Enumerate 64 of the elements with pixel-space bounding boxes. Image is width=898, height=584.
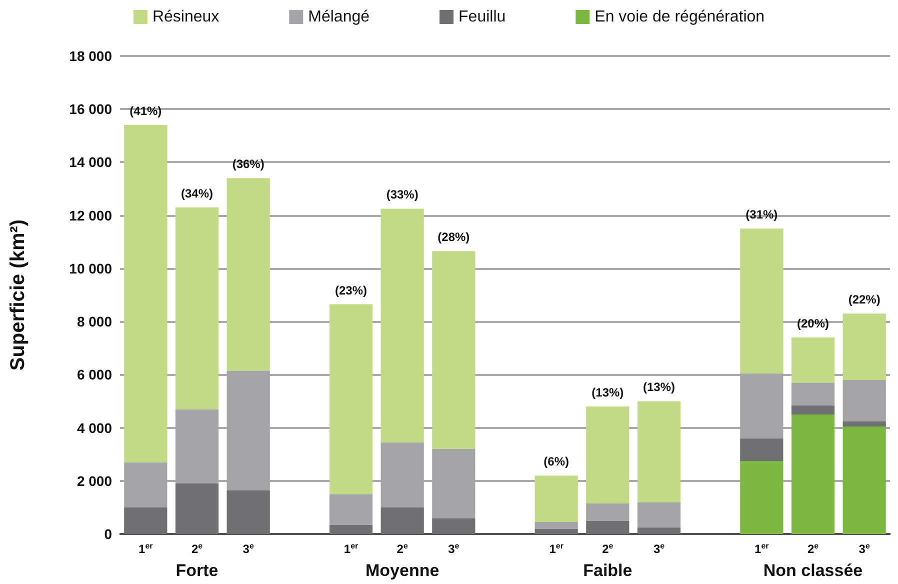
bar xyxy=(586,520,630,534)
legend-label: Mélangé xyxy=(308,8,370,26)
bar xyxy=(124,507,168,534)
bar xyxy=(791,382,835,406)
bar xyxy=(175,484,219,534)
bar xyxy=(637,401,681,502)
bar xyxy=(842,314,886,380)
legend-label: Résineux xyxy=(152,8,220,26)
y-tick-label: 0 xyxy=(104,526,112,542)
y-tick-label: 10 000 xyxy=(69,260,112,276)
bar xyxy=(791,405,835,414)
bar xyxy=(534,528,578,534)
annotation: (20%) xyxy=(796,316,830,330)
legend-label: Feuillu xyxy=(458,8,506,26)
annotation: (41%) xyxy=(130,104,162,118)
y-tick-label: 16 000 xyxy=(69,101,112,118)
bar xyxy=(740,460,784,534)
annotation: (33%) xyxy=(386,188,418,202)
y-tick-label: 4 000 xyxy=(76,420,112,436)
bar xyxy=(432,518,476,534)
bar xyxy=(842,380,886,422)
bar xyxy=(534,522,578,529)
annotation: (34%) xyxy=(180,186,214,200)
text: Moyenne xyxy=(365,561,440,580)
bar xyxy=(637,502,681,528)
y-tick-label: 14 000 xyxy=(69,154,112,170)
bar xyxy=(226,490,270,534)
annotation: (6%) xyxy=(544,454,570,469)
bar xyxy=(175,207,219,410)
bar xyxy=(124,125,168,462)
annotation: (22%) xyxy=(848,292,880,307)
bar xyxy=(842,421,886,426)
bar xyxy=(586,406,630,504)
bar xyxy=(329,304,373,494)
text: Forte xyxy=(176,561,218,580)
annotation: (13%) xyxy=(592,386,624,400)
bar xyxy=(329,524,373,534)
bar xyxy=(226,178,270,371)
y-tick-label: 2 000 xyxy=(76,472,112,489)
annotation: (36%) xyxy=(232,157,264,172)
text: Faible xyxy=(583,561,632,580)
bar xyxy=(740,228,784,374)
y-tick-label: 12 000 xyxy=(69,207,112,224)
bar xyxy=(791,337,835,383)
y-tick-label: 6 000 xyxy=(76,366,112,383)
bar xyxy=(791,414,835,534)
bar xyxy=(329,494,373,525)
y-axis-title: Superficie (km²) xyxy=(7,219,29,371)
y-tick-label: 8 000 xyxy=(76,314,112,330)
bar xyxy=(842,426,886,534)
bar xyxy=(637,527,681,534)
annotation: (13%) xyxy=(642,380,676,394)
bar xyxy=(432,251,476,450)
bar xyxy=(380,507,424,534)
bar xyxy=(740,438,784,461)
bar xyxy=(380,208,424,442)
y-tick-label: 18 000 xyxy=(69,48,112,64)
text: Non classée xyxy=(763,561,863,580)
legend-label: En voie de régénération xyxy=(594,8,765,26)
bar xyxy=(586,503,630,521)
bar xyxy=(534,476,578,522)
annotation: (31%) xyxy=(746,208,778,222)
annotation: (28%) xyxy=(438,230,470,244)
annotation: (23%) xyxy=(334,283,368,298)
